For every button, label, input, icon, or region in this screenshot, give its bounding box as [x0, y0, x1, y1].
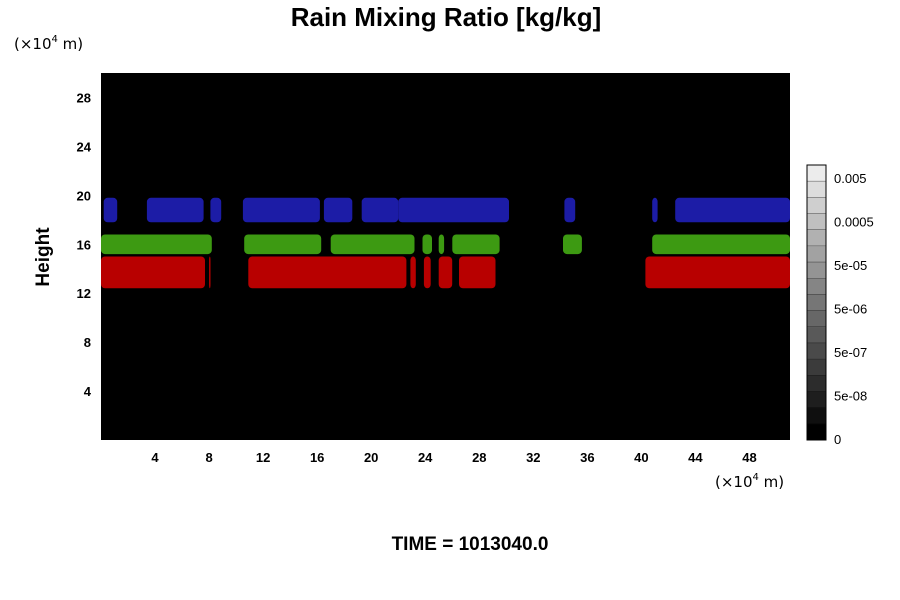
- colorbar-tick-label: 5e-08: [834, 389, 867, 404]
- band-green-segment: [438, 234, 445, 255]
- colorbar-level: [807, 245, 826, 263]
- band-green-segment: [422, 234, 432, 255]
- band-blue-segment: [210, 197, 222, 223]
- band-green-segment: [652, 234, 790, 255]
- x-tick-label: 20: [364, 450, 378, 465]
- band-green-segment: [563, 234, 582, 255]
- colorbar-tick-label: 5e-05: [834, 258, 867, 273]
- x-unit-suffix: m): [759, 473, 784, 491]
- colorbar-level: [807, 229, 826, 247]
- colorbar-tick-label: 5e-07: [834, 345, 867, 360]
- band-blue-segment: [398, 197, 509, 223]
- rain-bands: [101, 197, 790, 289]
- colorbar-level: [807, 326, 826, 344]
- x-tick-label: 40: [634, 450, 648, 465]
- colorbar-level: [807, 375, 826, 392]
- band-blue-segment: [652, 197, 658, 223]
- colorbar-level: [807, 294, 826, 311]
- band-blue-segment: [323, 197, 353, 223]
- y-tick-label: 16: [77, 237, 91, 252]
- y-tick-label: 4: [84, 384, 92, 399]
- colorbar-tick-label: 0: [834, 432, 841, 447]
- y-axis-unit: (×104 m): [14, 34, 83, 53]
- band-blue: [103, 197, 790, 223]
- x-tick-label: 44: [688, 450, 703, 465]
- x-tick-label: 32: [526, 450, 540, 465]
- band-green-segment: [101, 234, 212, 255]
- colorbar-tick-label: 0.0005: [834, 215, 874, 230]
- x-tick-label: 8: [205, 450, 212, 465]
- band-blue-segment: [146, 197, 204, 223]
- colorbar-level: [807, 391, 826, 409]
- x-tick-label: 48: [742, 450, 756, 465]
- colorbar-level: [807, 342, 826, 360]
- band-red-segment: [248, 256, 407, 289]
- y-tick-label: 8: [84, 335, 91, 350]
- band-green: [101, 234, 790, 255]
- band-green-segment: [244, 234, 322, 255]
- x-tick-label: 36: [580, 450, 594, 465]
- band-red-segment: [101, 256, 205, 289]
- band-red-segment: [438, 256, 453, 289]
- colorbar-level: [807, 423, 826, 441]
- chart-title: Rain Mixing Ratio [kg/kg]: [291, 2, 602, 32]
- x-unit-exponent: 4: [753, 472, 759, 483]
- colorbar-level: [807, 165, 826, 182]
- x-tick-label: 28: [472, 450, 486, 465]
- y-tick-label: 28: [77, 91, 91, 106]
- band-blue-segment: [242, 197, 320, 223]
- y-tick-label: 24: [77, 139, 92, 154]
- y-tick-label: 12: [77, 286, 91, 301]
- y-unit-prefix: (×10: [14, 35, 52, 53]
- colorbar-tick-label: 0.005: [834, 171, 867, 186]
- band-red-segment: [209, 256, 211, 289]
- x-tick-label: 12: [256, 450, 270, 465]
- y-axis-ticks: 4 8 12 16 20 24 28: [77, 91, 92, 400]
- colorbar: 0.005 0.0005 5e-05 5e-06 5e-07 5e-08 0: [806, 164, 874, 447]
- colorbar-level: [807, 407, 826, 425]
- y-unit-suffix: m): [58, 35, 83, 53]
- x-unit-prefix: (×10: [715, 473, 753, 491]
- x-axis-unit: (×104 m): [715, 472, 784, 491]
- band-blue-segment: [103, 197, 118, 223]
- colorbar-level: [807, 359, 826, 376]
- colorbar-level: [807, 197, 826, 214]
- colorbar-frame: [806, 164, 827, 441]
- colorbar-level: [807, 181, 826, 198]
- band-red: [101, 256, 790, 289]
- y-unit-exponent: 4: [52, 34, 58, 45]
- y-axis-label: Height: [33, 227, 54, 287]
- x-tick-label: 4: [151, 450, 159, 465]
- band-blue-segment: [564, 197, 576, 223]
- band-green-segment: [330, 234, 415, 255]
- colorbar-level: [807, 262, 826, 279]
- band-red-segment: [410, 256, 416, 289]
- colorbar-level: [807, 310, 826, 328]
- band-red-segment: [423, 256, 431, 289]
- x-tick-label: 16: [310, 450, 324, 465]
- x-tick-label: 24: [418, 450, 433, 465]
- band-red-segment: [645, 256, 790, 289]
- band-green-segment: [452, 234, 500, 255]
- band-blue-segment: [675, 197, 790, 223]
- colorbar-level: [807, 278, 826, 295]
- colorbar-tick-label: 5e-06: [834, 302, 867, 317]
- x-axis-ticks: 4 8 12 16 20 24 28 32 36 40 44 48: [151, 450, 756, 465]
- colorbar-level: [807, 213, 826, 231]
- band-red-segment: [459, 256, 496, 289]
- y-tick-label: 20: [77, 188, 91, 203]
- time-label: TIME = 1013040.0: [392, 534, 549, 555]
- band-blue-segment: [361, 197, 399, 223]
